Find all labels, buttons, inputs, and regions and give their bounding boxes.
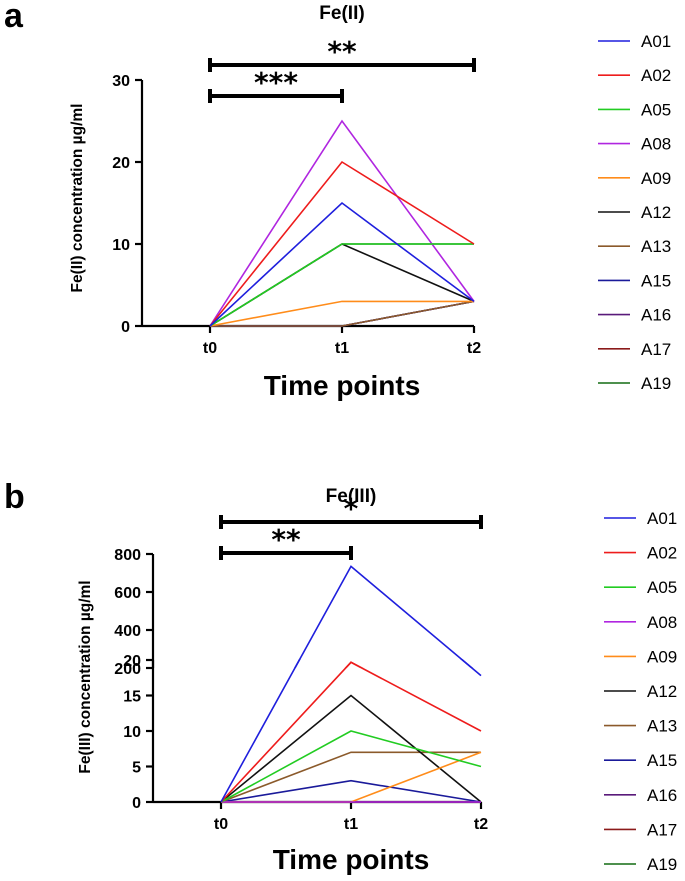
panel-a-legend-label: A13	[641, 237, 671, 256]
panel-a-legend-label: A15	[641, 271, 671, 290]
panel-b-title: Fe(III)	[326, 486, 377, 507]
panel-a-axes: 0 10 20 30 t0 t1 t2	[112, 73, 481, 357]
panel-b-y-tick-label: 10	[123, 724, 141, 741]
panel-b-series-line-a01-upper	[294, 565, 474, 668]
panel-a-series-line-a09	[209, 300, 474, 327]
panel-a-series-line-a05	[209, 243, 474, 327]
panel-b-legend-label: A17	[647, 820, 677, 839]
panel-b-legend-label: A08	[647, 613, 677, 632]
panel-a-legend-label: A12	[641, 203, 671, 222]
panel-a-legend-label: A17	[641, 340, 671, 359]
panel-a-series-line-a13	[210, 300, 475, 327]
panel-b-legend-label: A16	[647, 786, 677, 805]
panel-a-legend-label: A05	[641, 100, 671, 119]
panel-a-x-tick-label: t1	[335, 340, 349, 357]
panel-a-series-line-a15	[210, 300, 475, 327]
panel-a-legend-label: A08	[641, 135, 671, 154]
panel-a-legend-label: A02	[641, 66, 671, 85]
panel-b: b Fe(III) Fe(III) concentration µg/ml Ti…	[4, 478, 677, 875]
panel-a-significance: *****	[208, 35, 476, 103]
panel-b-series-line-a15-lower	[220, 779, 482, 803]
panel-a-letter: a	[4, 0, 24, 35]
panel-b-series-line-a05-lower	[220, 730, 482, 803]
panel-a-series-line-a02	[209, 160, 475, 327]
panel-a-y-axis-label: Fe(II) concentration µg/ml	[69, 104, 86, 293]
panel-b-letter: b	[4, 478, 25, 516]
panel-b-x-tick-label: t2	[474, 816, 488, 833]
panel-b-series-line-a12-upper	[221, 696, 481, 803]
panel-b-legend-label: A19	[647, 855, 677, 874]
panel-b-series-line-a01-lower	[220, 659, 482, 803]
panel-b-legend-label: A13	[647, 717, 677, 736]
panel-a-x-axis-label: Time points	[264, 370, 421, 401]
panel-b-legend: A01 A02 A05 A08 A09 A12 A13 A15 A16 A17 A19	[604, 509, 677, 874]
panel-b-y-tick-label: 800	[114, 547, 141, 564]
panel-b-series-line-a13-lower	[220, 751, 481, 803]
panel-b-legend-label: A12	[647, 682, 677, 701]
panel-a-significance-label: ***	[254, 66, 298, 99]
panel-a-legend-label: A19	[641, 374, 671, 393]
panel-b-y-tick-label: 200	[114, 661, 141, 678]
panel-a-series	[209, 119, 475, 327]
panel-a-significance-label: **	[327, 35, 357, 68]
panel-b-legend-label: A02	[647, 544, 677, 563]
panel-a-series-line-a08	[209, 119, 475, 327]
panel-b-axes: 200 400 600 800 0 5 10 15 20 t0 t1 t2	[114, 547, 488, 833]
panel-b-series-lower	[220, 659, 482, 803]
panel-b-legend-label: A01	[647, 509, 677, 528]
panel-b-legend-label: A15	[647, 751, 677, 770]
panel-a-y-tick-label: 0	[121, 319, 130, 336]
panel-b-series-line-a12-lower	[220, 694, 482, 803]
panel-a-legend-label: A09	[641, 169, 671, 188]
panel-b-legend-label: A09	[647, 647, 677, 666]
panel-b-y-tick-label: 400	[114, 623, 141, 640]
panel-b-y-tick-label: 15	[123, 689, 141, 706]
panel-b-x-tick-label: t1	[344, 816, 358, 833]
panel-b-x-tick-label: t0	[214, 816, 228, 833]
panel-b-y-tick-label: 600	[114, 585, 141, 602]
panel-b-legend-label: A05	[647, 578, 677, 597]
panel-b-significance: ***	[219, 492, 483, 560]
panel-a-title: Fe(II)	[319, 3, 364, 24]
panel-a-series-line-a01	[209, 201, 475, 327]
panel-a-series-line-a17	[210, 300, 475, 327]
panel-a-series-line-a16	[210, 300, 475, 327]
panel-b-series-line-a15-upper	[221, 781, 481, 802]
panel-a-y-tick-label: 10	[112, 237, 130, 254]
panel-a-legend-label: A01	[641, 32, 671, 51]
panel-b-y-tick-label: 5	[132, 760, 141, 777]
panel-b-y-tick-label: 20	[123, 653, 141, 670]
panel-b-x-axis-label: Time points	[273, 844, 430, 875]
panel-b-y-axis-label: Fe(III) concentration µg/ml	[77, 580, 94, 773]
panel-b-significance-label: *	[344, 492, 359, 525]
panel-a-series-line-a12	[209, 243, 475, 327]
panel-b-y-tick-label: 0	[132, 795, 141, 812]
panel-b-significance-label: **	[271, 523, 301, 556]
panel-b-series-line-a02-lower	[220, 661, 482, 803]
panel-a-x-tick-label: t0	[203, 340, 217, 357]
panel-a-y-tick-label: 20	[112, 155, 130, 172]
panel-a-y-tick-label: 30	[112, 73, 130, 90]
panel-a-legend: A01 A02 A05 A08 A09 A12 A13 A15 A16 A17 A19	[598, 32, 671, 393]
panel-a: a Fe(II) Fe(II) concentration µg/ml Time…	[4, 0, 671, 401]
panel-b-series	[220, 565, 482, 803]
panel-a-x-tick-label: t2	[467, 340, 481, 357]
panel-a-legend-label: A16	[641, 306, 671, 325]
